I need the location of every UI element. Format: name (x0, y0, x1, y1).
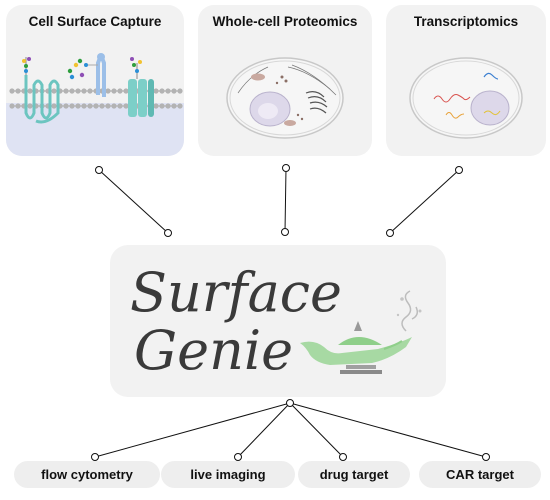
connector-node (282, 229, 289, 236)
magic-lamp-icon (300, 321, 412, 374)
logo-line-2: Genie (134, 319, 293, 382)
connector-node (387, 230, 394, 237)
application-car-target: CAR target (419, 461, 541, 488)
connector-node (92, 454, 99, 461)
connector-node (96, 167, 103, 174)
application-live-imaging: live imaging (161, 461, 295, 488)
connector-node (235, 454, 242, 461)
connector-node (456, 167, 463, 174)
connector-node (340, 454, 347, 461)
application-flow-cytometry: flow cytometry (14, 461, 160, 488)
surfacegenie-logo-panel: Surface Genie (110, 245, 446, 397)
logo-line-1: Surface (130, 261, 342, 324)
surfacegenie-logo: Surface Genie (110, 245, 446, 397)
smoke-swirl (402, 291, 417, 331)
connector-node (287, 400, 294, 407)
application-drug-target: drug target (298, 461, 410, 488)
connector-node (283, 165, 290, 172)
connector-node (483, 454, 490, 461)
connector-node (165, 230, 172, 237)
